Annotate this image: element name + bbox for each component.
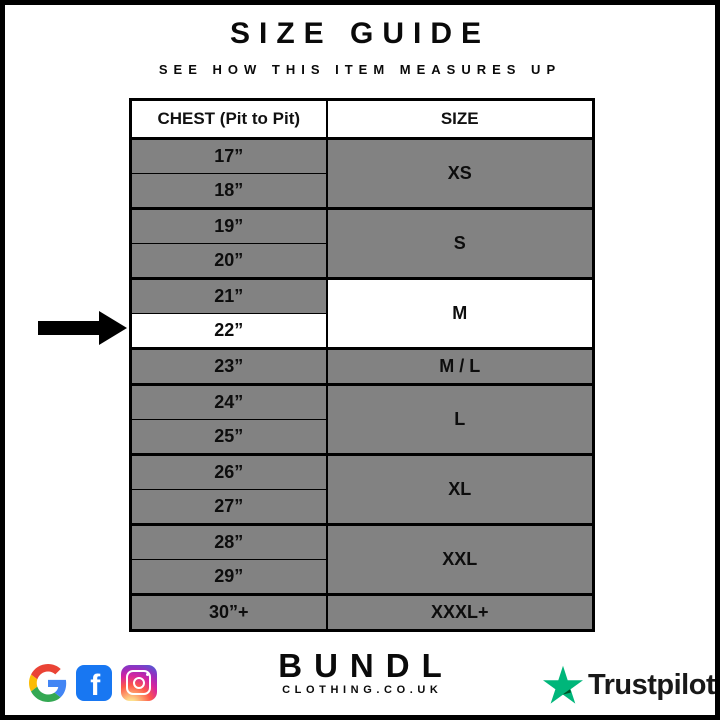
size-table: CHEST (Pit to Pit) SIZE 17” XS 18” 19” S 20” 2… <box>129 98 595 632</box>
table-row: 26” XL <box>129 453 595 525</box>
trustpilot-label: Trustpilot <box>588 668 716 701</box>
table-header-row: CHEST (Pit to Pit) SIZE <box>129 98 595 140</box>
chest-cell: 29” <box>129 559 328 595</box>
chest-cell: 28” <box>129 523 328 560</box>
trustpilot-logo: Trustpilot <box>543 665 715 705</box>
chest-cell: 22” <box>129 313 328 349</box>
table-row: 18” <box>129 173 594 209</box>
table-row: 17” XS <box>129 137 595 209</box>
chest-cell: 19” <box>129 207 328 244</box>
table-row: 25” <box>129 419 594 455</box>
table-row: 27” <box>129 489 594 525</box>
size-cell: M <box>325 277 595 349</box>
size-cell: XS <box>325 137 595 209</box>
chest-cell: 20” <box>129 243 328 279</box>
page-subtitle: SEE HOW THIS ITEM MEASURES UP <box>158 62 562 77</box>
chest-cell: 30”+ <box>129 593 328 631</box>
size-cell: XL <box>325 453 595 525</box>
table-row: 30”+ XXXL+ <box>129 593 595 631</box>
brand-logo: BUNDL CLOTHING.CO.UK <box>5 647 715 697</box>
chest-cell: 27” <box>129 489 328 525</box>
chest-cell: 18” <box>129 173 328 209</box>
size-column-header: SIZE <box>325 98 595 140</box>
brand-name: BUNDL <box>278 647 454 684</box>
table-row: 23” M / L <box>129 347 595 385</box>
chest-cell: 17” <box>129 137 328 174</box>
size-cell: S <box>325 207 595 279</box>
instagram-icon <box>121 665 157 701</box>
table-row: 28” XXL <box>129 523 595 595</box>
table-row: 19” S <box>129 207 595 279</box>
size-cell: XXXL+ <box>325 593 595 631</box>
size-table-body: 17” XS 18” 19” S 20” 21” M 22” 23” M / L 24” L 25” 26”… <box>129 137 595 631</box>
size-cell: XXL <box>325 523 595 595</box>
chest-cell: 24” <box>129 383 328 420</box>
page-title: SIZE GUIDE <box>229 17 491 50</box>
chest-cell: 25” <box>129 419 328 455</box>
table-row: 21” M <box>129 277 595 349</box>
chest-cell: 23” <box>129 347 328 385</box>
chest-cell: 26” <box>129 453 328 490</box>
brand-domain: CLOTHING.CO.UK <box>282 684 443 696</box>
trustpilot-star-icon <box>543 665 583 704</box>
table-row: 29” <box>129 559 594 595</box>
arrow-icon <box>38 311 127 345</box>
table-row: 24” L <box>129 383 595 455</box>
chest-column-header: CHEST (Pit to Pit) <box>129 98 328 140</box>
social-icons: f <box>29 664 157 702</box>
size-cell: M / L <box>325 347 595 385</box>
google-icon <box>29 664 67 702</box>
facebook-icon: f <box>76 665 112 701</box>
table-row: 20” <box>129 243 594 279</box>
chest-cell: 21” <box>129 277 328 314</box>
size-cell: L <box>325 383 595 455</box>
